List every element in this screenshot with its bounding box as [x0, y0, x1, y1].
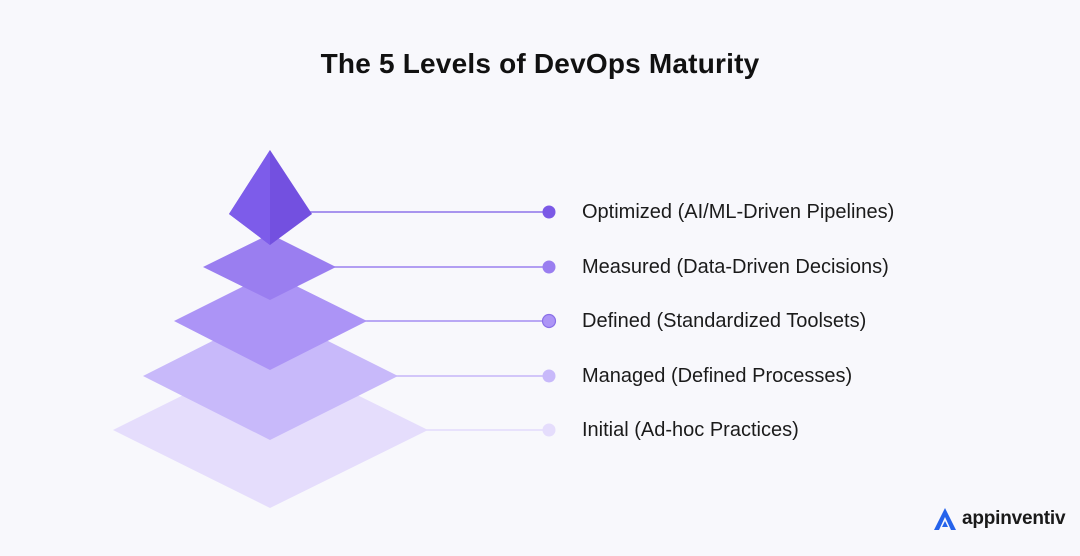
marker-dot-optimized: [542, 205, 556, 219]
level-label-optimized: Optimized (AI/ML-Driven Pipelines): [582, 201, 895, 223]
marker-dot-initial: [542, 423, 556, 437]
appinventiv-logo-icon: [934, 508, 956, 530]
marker-dot-defined: [541, 313, 557, 329]
level-label-defined: Defined (Standardized Toolsets): [582, 310, 867, 332]
layer-measured: [203, 234, 336, 300]
pyramid-layers: [113, 150, 428, 508]
layer-defined: [174, 273, 367, 370]
marker-dot-measured: [542, 260, 556, 274]
brand-logo: appinventiv: [932, 504, 1066, 534]
level-label-initial: Initial (Ad-hoc Practices): [582, 419, 799, 441]
level-label-measured: Measured (Data-Driven Decisions): [582, 256, 889, 278]
level-label-managed: Managed (Defined Processes): [582, 365, 853, 387]
layer-optimized-left-face: [229, 150, 270, 245]
brand-name: appinventiv: [962, 508, 1066, 529]
connector-lines: [300, 211, 548, 431]
level-markers: [541, 205, 557, 437]
marker-dot-managed: [542, 369, 556, 383]
layer-managed: [143, 312, 398, 440]
diagram-title: The 5 Levels of DevOps Maturity: [320, 48, 760, 79]
